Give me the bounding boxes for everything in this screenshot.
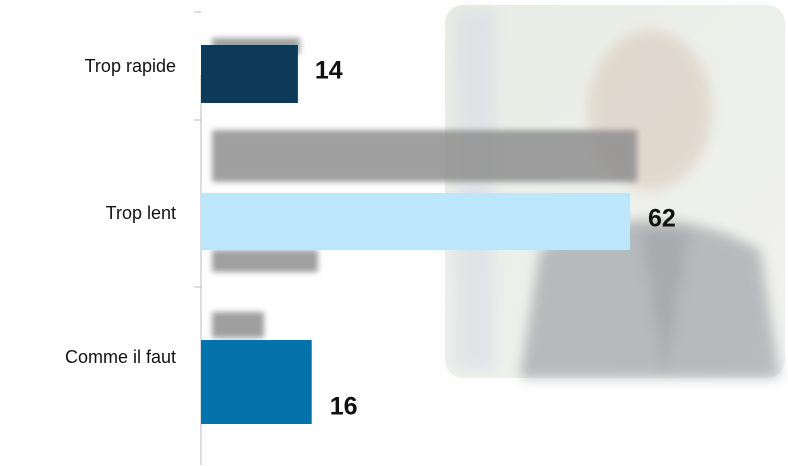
- bar: [201, 193, 631, 250]
- photo: [445, 5, 785, 378]
- shadow-bars: [212, 38, 637, 338]
- category-label: Comme il faut: [65, 347, 176, 367]
- value-label: 14: [315, 57, 343, 85]
- bar: [201, 340, 312, 424]
- bar: [201, 45, 298, 103]
- category-label: Trop lent: [106, 203, 176, 223]
- value-label: 62: [648, 205, 676, 233]
- axis: [194, 11, 202, 465]
- value-label: 16: [330, 393, 358, 421]
- category-label: Trop rapide: [85, 56, 176, 76]
